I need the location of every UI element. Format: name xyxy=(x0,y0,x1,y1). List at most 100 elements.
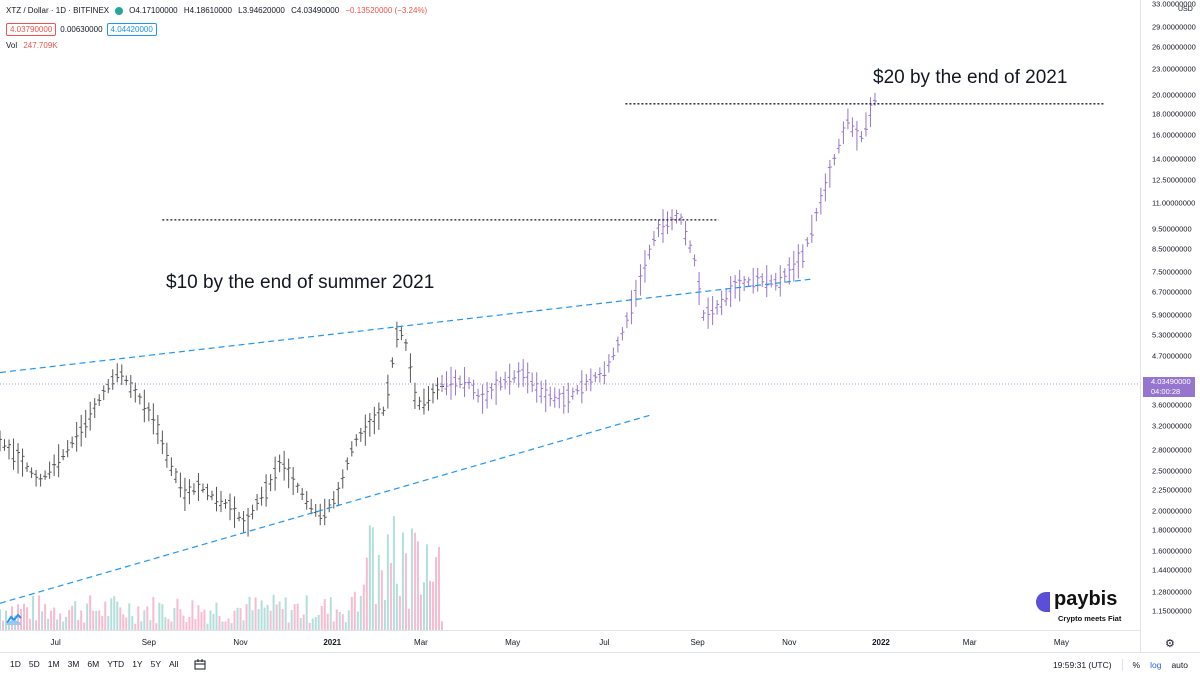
price-tick-label: 11.00000000 xyxy=(1152,198,1196,208)
price-tick-label: 20.00000000 xyxy=(1152,90,1196,100)
channel-upper-line xyxy=(0,278,811,374)
price-axis[interactable] xyxy=(1140,0,1200,652)
price-tick-label: 2.00000000 xyxy=(1152,506,1192,516)
currency-label: USD xyxy=(1178,6,1193,13)
volume-bar xyxy=(71,605,74,630)
buy-price-button[interactable]: 4.04420000 xyxy=(106,23,157,36)
price-tick-label: 18.00000000 xyxy=(1152,109,1196,119)
volume-bar xyxy=(263,607,266,630)
volume-bar xyxy=(347,610,350,630)
open-value: O4.17100000 xyxy=(129,6,178,15)
volume-bar xyxy=(308,622,311,630)
volume-bar xyxy=(407,608,410,630)
volume-bar xyxy=(296,603,299,630)
volume-bar xyxy=(218,615,221,630)
volume-bar xyxy=(437,546,440,630)
volume-bar xyxy=(371,527,374,630)
volume-bar xyxy=(383,600,386,630)
bottom-toolbar: 1D 5D 1M 3M 6M YTD 1Y 5Y All 19:59:31 (UTC) % lo… xyxy=(0,652,1200,675)
volume-bar xyxy=(374,603,377,630)
volume-bar xyxy=(212,613,215,630)
auto-scale-toggle[interactable]: auto xyxy=(1171,659,1188,670)
date-range-calendar-icon[interactable] xyxy=(194,658,206,670)
time-tick-label: Nov xyxy=(782,638,797,647)
volume-bar xyxy=(281,608,284,630)
time-tick-label: Sep xyxy=(141,638,156,647)
volume-bar xyxy=(353,591,356,630)
log-scale-toggle[interactable]: log xyxy=(1150,659,1162,670)
volume-bar xyxy=(35,620,38,630)
timeframe-button[interactable]: YTD xyxy=(107,659,125,669)
percent-scale-toggle[interactable]: % xyxy=(1132,659,1141,670)
volume-bar xyxy=(179,609,182,630)
brand-tagline: Crypto meets Fiat xyxy=(1058,614,1122,623)
volume-bar xyxy=(275,604,278,630)
volume-value: 247.709K xyxy=(23,41,58,50)
bar-countdown: 04:00:28 xyxy=(1151,387,1181,396)
price-tick-label: 2.25000000 xyxy=(1152,485,1192,495)
timeframe-button[interactable]: All xyxy=(169,659,179,669)
volume-bar xyxy=(110,598,113,630)
volume-bar xyxy=(302,614,305,630)
timeframe-button[interactable]: 1Y xyxy=(132,659,143,669)
price-tick-label: 23.00000000 xyxy=(1152,64,1196,74)
time-axis[interactable] xyxy=(0,630,1140,652)
volume-bar xyxy=(224,621,227,630)
volume-bar xyxy=(164,617,167,630)
volume-bar xyxy=(56,619,59,630)
low-value: L3.94620000 xyxy=(238,6,285,15)
volume-bar xyxy=(419,594,422,630)
timeframe-button[interactable]: 6M xyxy=(87,659,100,669)
volume-bar xyxy=(131,615,134,630)
bid-ask-row: 4.03790000 0.00630000 4.04420000 xyxy=(6,23,157,36)
volume-label: Vol xyxy=(6,41,18,50)
time-tick-label: Sep xyxy=(690,638,705,647)
volume-bar xyxy=(368,525,371,630)
volume-bar xyxy=(257,609,260,630)
symbol-title[interactable]: XTZ / Dollar · 1D · BITFINEX xyxy=(6,6,110,15)
price-tick-label: 5.30000000 xyxy=(1152,330,1192,340)
spread-value: 0.00630000 xyxy=(60,25,103,34)
volume-bar xyxy=(149,620,152,630)
timeframe-button[interactable]: 1M xyxy=(47,659,60,669)
time-tick-label: Nov xyxy=(233,638,248,647)
time-tick-label: May xyxy=(505,638,521,647)
toolbar-right: 19:59:31 (UTC) % log auto xyxy=(1053,653,1188,675)
sell-price-button[interactable]: 4.03790000 xyxy=(6,23,57,36)
volume-bar xyxy=(287,622,290,630)
timeframe-button[interactable]: 5Y xyxy=(150,659,161,669)
volume-bar xyxy=(113,596,116,630)
price-tick-label: 29.00000000 xyxy=(1152,22,1196,32)
volume-bar xyxy=(29,618,32,630)
price-tick-label: 14.00000000 xyxy=(1152,154,1196,164)
price-tick-label: 26.00000000 xyxy=(1152,42,1196,52)
price-tick-label: 33.00000000 xyxy=(1152,0,1196,9)
price-tick-label: 7.50000000 xyxy=(1152,267,1192,277)
volume-bar xyxy=(311,618,314,630)
volume-bar xyxy=(245,604,248,630)
volume-bar xyxy=(191,600,194,630)
volume-bar xyxy=(155,623,158,630)
volume-bar xyxy=(122,614,125,630)
utc-clock[interactable]: 19:59:31 (UTC) xyxy=(1052,659,1112,670)
volume-bar xyxy=(89,595,92,630)
volume-bar xyxy=(47,618,50,630)
tradingview-logo-icon[interactable] xyxy=(6,612,22,626)
volume-bar xyxy=(68,609,71,630)
settings-gear-icon[interactable]: ⚙ xyxy=(1165,638,1175,650)
timeframe-button[interactable]: 5D xyxy=(28,659,40,669)
volume-bar xyxy=(290,609,293,630)
volume-bar xyxy=(143,610,146,630)
time-tick-label: Mar xyxy=(962,638,977,647)
volume-bar xyxy=(53,607,56,630)
volume-bar xyxy=(356,611,359,630)
volume-bar xyxy=(284,597,287,630)
timeframe-button[interactable]: 1D xyxy=(10,659,21,669)
volume-bar xyxy=(239,608,242,630)
volume-bar xyxy=(8,621,11,630)
price-tick-label: 6.70000000 xyxy=(1152,287,1192,297)
timeframe-button[interactable]: 3M xyxy=(67,659,80,669)
volume-bar xyxy=(185,622,188,630)
volume-bar xyxy=(380,570,383,630)
